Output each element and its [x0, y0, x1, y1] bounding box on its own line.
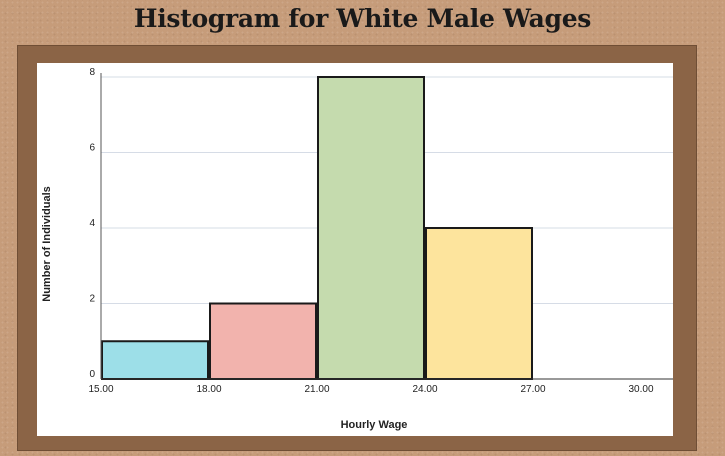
x-tick-label: 24.00 [412, 384, 437, 395]
x-tick-labels: 15.00 18.00 21.00 24.00 27.00 30.00 [88, 384, 653, 395]
x-tick-label: 15.00 [88, 384, 113, 395]
y-axis-label: Number of Individuals [41, 186, 53, 302]
x-axis-label: Hourly Wage [341, 419, 408, 431]
histogram-chart: 0 2 4 6 8 15.00 18.00 21.00 24.00 27.00 30.00 Hou… [41, 67, 673, 431]
bars [101, 76, 533, 380]
x-tick-label: 21.00 [304, 384, 329, 395]
x-tick-label: 27.00 [520, 384, 545, 395]
y-tick-label: 0 [89, 369, 95, 380]
y-tick-labels: 0 2 4 6 8 [89, 67, 95, 380]
histogram-bar [101, 340, 209, 380]
x-tick-label: 30.00 [628, 384, 653, 395]
histogram-bar [317, 76, 425, 380]
axes [100, 73, 673, 380]
histogram-bar [425, 227, 533, 380]
chart-title: Histogram for White Male Wages [133, 4, 592, 33]
y-tick-label: 4 [89, 218, 95, 229]
y-tick-label: 6 [89, 143, 95, 154]
y-tick-label: 2 [89, 294, 95, 305]
histogram-bar [209, 302, 317, 380]
x-tick-label: 18.00 [196, 384, 221, 395]
y-tick-label: 8 [89, 67, 95, 78]
